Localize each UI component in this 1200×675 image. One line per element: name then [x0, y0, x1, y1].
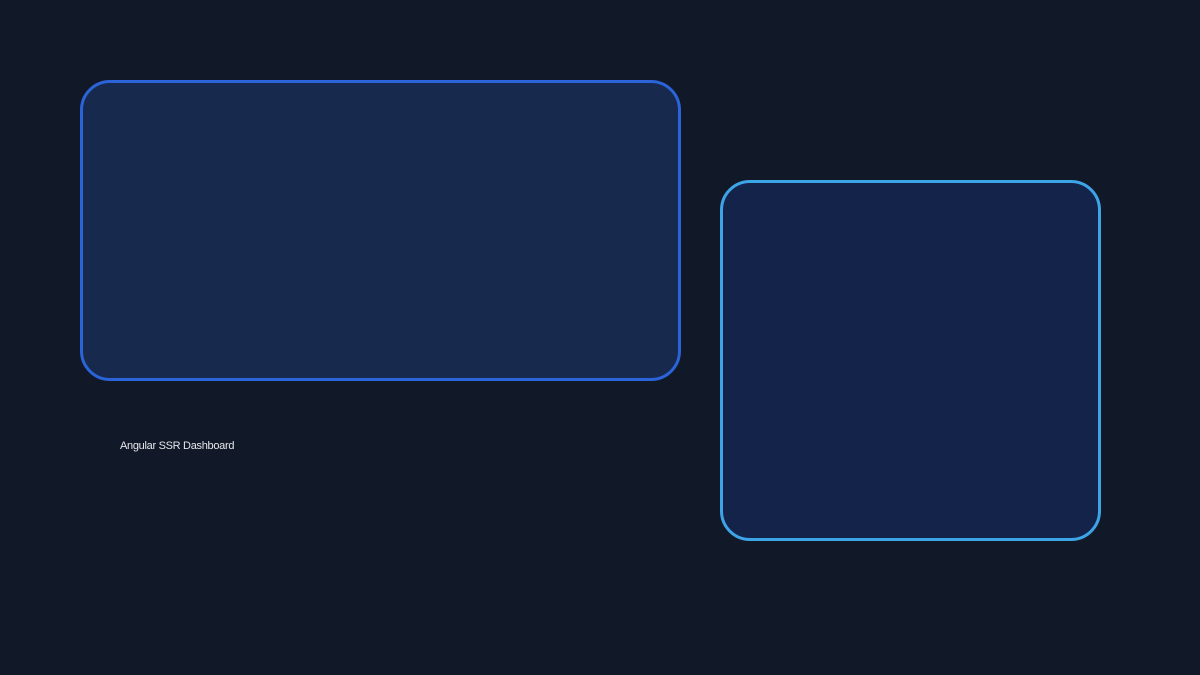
secondary-panel — [720, 180, 1101, 541]
primary-panel — [80, 80, 681, 381]
app-title: Angular SSR Dashboard — [120, 440, 235, 452]
